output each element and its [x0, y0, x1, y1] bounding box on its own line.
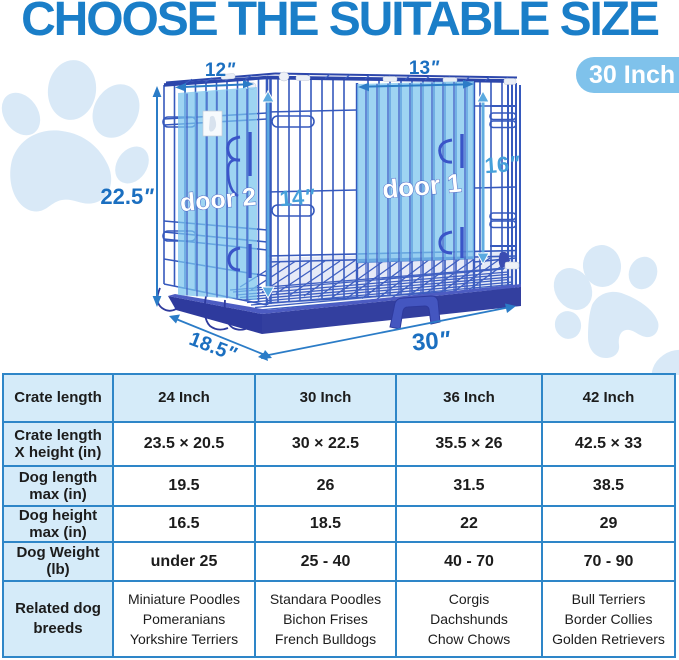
svg-text:30": 30": [411, 326, 452, 356]
svg-text:16": 16": [484, 151, 521, 178]
svg-text:door 1: door 1: [381, 168, 463, 205]
svg-text:14": 14": [279, 184, 316, 211]
svg-text:13": 13": [409, 58, 440, 79]
svg-text:door 2: door 2: [179, 183, 258, 218]
svg-text:12": 12": [205, 60, 236, 81]
svg-text:22.5": 22.5": [100, 184, 154, 209]
